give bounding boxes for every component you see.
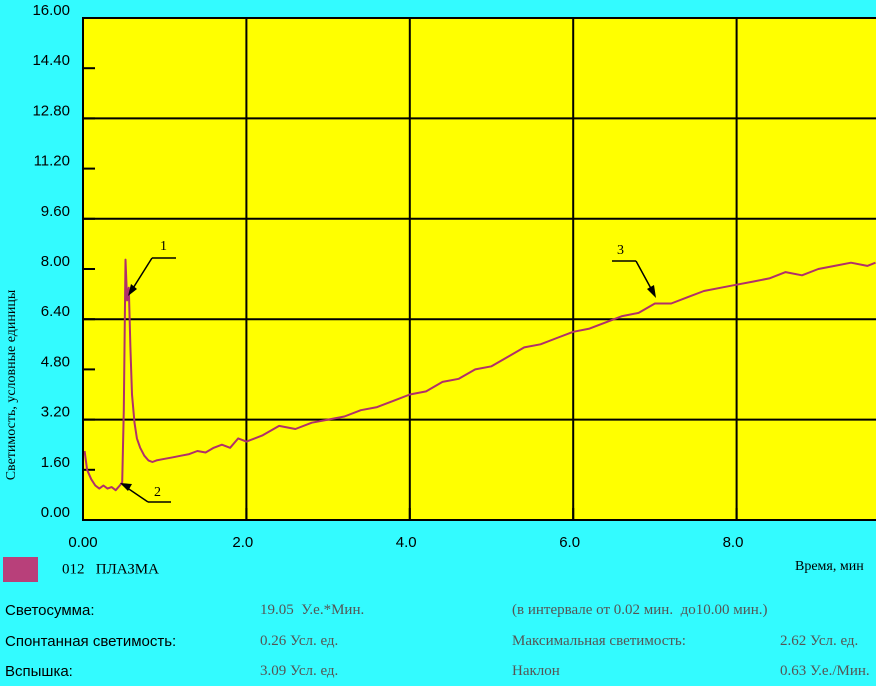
y-tick-label: 4.80 — [41, 353, 70, 370]
stat-value: 0.26 Усл. ед. — [260, 633, 339, 649]
curve-layer — [83, 258, 876, 492]
x-tick-label: 2.0 — [232, 534, 253, 551]
stat-label: Максимальная светимость: — [512, 633, 686, 649]
y-tick-label: 3.20 — [41, 404, 70, 421]
y-tick-label: 9.60 — [41, 203, 70, 220]
stat-label: Спонтанная светимость: — [5, 633, 177, 650]
y-tick-label: 6.40 — [41, 303, 70, 320]
y-tick-label: 1.60 — [41, 454, 70, 471]
annotation: 3 — [617, 243, 624, 258]
annotation: 1 — [160, 239, 167, 254]
stat-label: Вспышка: — [5, 663, 73, 680]
annotation: 2 — [154, 485, 161, 500]
x-tick-label: 6.0 — [559, 534, 580, 551]
y-tick-label: 14.40 — [32, 52, 70, 69]
stat-label: Светосумма: — [5, 602, 95, 619]
y-tick-label: 11.20 — [34, 153, 70, 170]
chart: Светимость, условные единицы Время, мин … — [3, 2, 876, 582]
arrow-head — [120, 483, 132, 491]
plot-border — [82, 17, 876, 521]
x-tick-label: 8.0 — [723, 534, 744, 551]
arrow-head — [128, 284, 137, 296]
data-line — [83, 258, 876, 492]
stat-label: Наклон — [512, 663, 560, 679]
plot-area — [83, 18, 876, 520]
stat-value: 2.62 Усл. ед. — [780, 633, 859, 649]
x-tick-label: 4.0 — [396, 534, 417, 551]
legend-label: 012 ПЛАЗМА — [62, 561, 159, 577]
stat-value: 0.63 У.е./Мин. — [780, 663, 870, 679]
stat-value: 3.09 Усл. ед. — [260, 663, 339, 679]
y-tick-label: 12.80 — [32, 102, 70, 119]
arrow-head — [647, 285, 656, 298]
y-axis-label: Светимость, условные единицы — [4, 289, 19, 480]
y-tick-label: 0.00 — [41, 504, 70, 521]
legend-swatch — [3, 557, 38, 582]
stat-note: (в интервале от 0.02 мин. до10.00 мин.) — [512, 602, 768, 618]
y-tick-label: 16.00 — [32, 2, 70, 19]
y-tick-label: 8.00 — [41, 253, 70, 270]
stat-value: 19.05 У.е.*Мин. — [260, 602, 365, 618]
x-tick-label: 0.00 — [68, 534, 97, 551]
x-axis-label: Время, мин — [795, 559, 864, 574]
